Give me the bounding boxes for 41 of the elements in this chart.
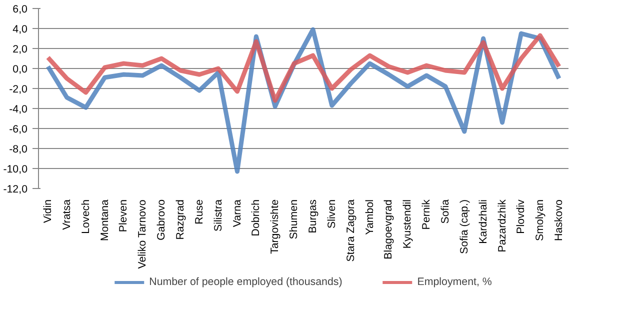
x-tick-label: Vratsa [60, 199, 73, 230]
y-tick-label: 2,0 [12, 44, 28, 56]
y-tick-label: -2,0 [9, 84, 28, 96]
y-tick-label: -4,0 [9, 104, 28, 116]
y-tick-label: -6,0 [9, 124, 28, 136]
x-tick-label: Haskovo [553, 199, 566, 241]
x-tick-label: Sofia [439, 199, 452, 224]
line-series [46, 33, 562, 103]
x-tick-label: Silistra [212, 199, 224, 232]
x-tick-label: Burgas [306, 200, 319, 234]
x-tick-label: Kyustendil [402, 199, 414, 249]
x-tick-label: Stara Zagora [344, 199, 357, 262]
x-tick-label: Shumen [288, 199, 300, 240]
x-tick-label: Vidin [42, 199, 54, 224]
x-tick-label: Plovdiv [515, 198, 528, 234]
x-tick-label: Razgrad [174, 199, 186, 240]
x-tick-label: Kardzhali [477, 199, 490, 244]
x-tick-label: Lovech [80, 199, 92, 234]
legend-label: Number of people employed (thousands) [149, 276, 342, 288]
x-tick-label: Varna [231, 199, 244, 228]
x-tick-label: Blagoevgrad [382, 199, 395, 260]
x-tick-label: Pernik [420, 198, 433, 230]
y-tick-label: -8,0 [9, 144, 28, 156]
x-tick-label: Pazardzhik [496, 198, 508, 252]
legend-label: Employment, % [417, 276, 492, 288]
x-tick-label: Targovishte [269, 199, 282, 254]
x-tick-label: Sliven [326, 199, 338, 229]
x-tick-label: Dobrich [250, 199, 262, 236]
x-tick-label: Ruse [193, 199, 206, 224]
x-tick-label: Veliko Tarnovo [136, 200, 149, 269]
x-tick-label: Pleven [118, 199, 130, 232]
y-tick-label: 6,0 [12, 4, 28, 16]
y-tick-label: 0,0 [12, 64, 28, 76]
x-tick-label: Montana [98, 199, 111, 241]
y-tick-label: 4,0 [12, 24, 28, 36]
x-tick-label: Yambol [364, 199, 376, 235]
y-tick-label: -12,0 [3, 184, 28, 196]
x-tick-label: Smolyan [534, 199, 546, 241]
y-tick-label: -10,0 [3, 164, 28, 176]
x-tick-label: Sofia (cap.) [458, 199, 470, 254]
x-tick-label: Gabrovo [156, 199, 168, 240]
